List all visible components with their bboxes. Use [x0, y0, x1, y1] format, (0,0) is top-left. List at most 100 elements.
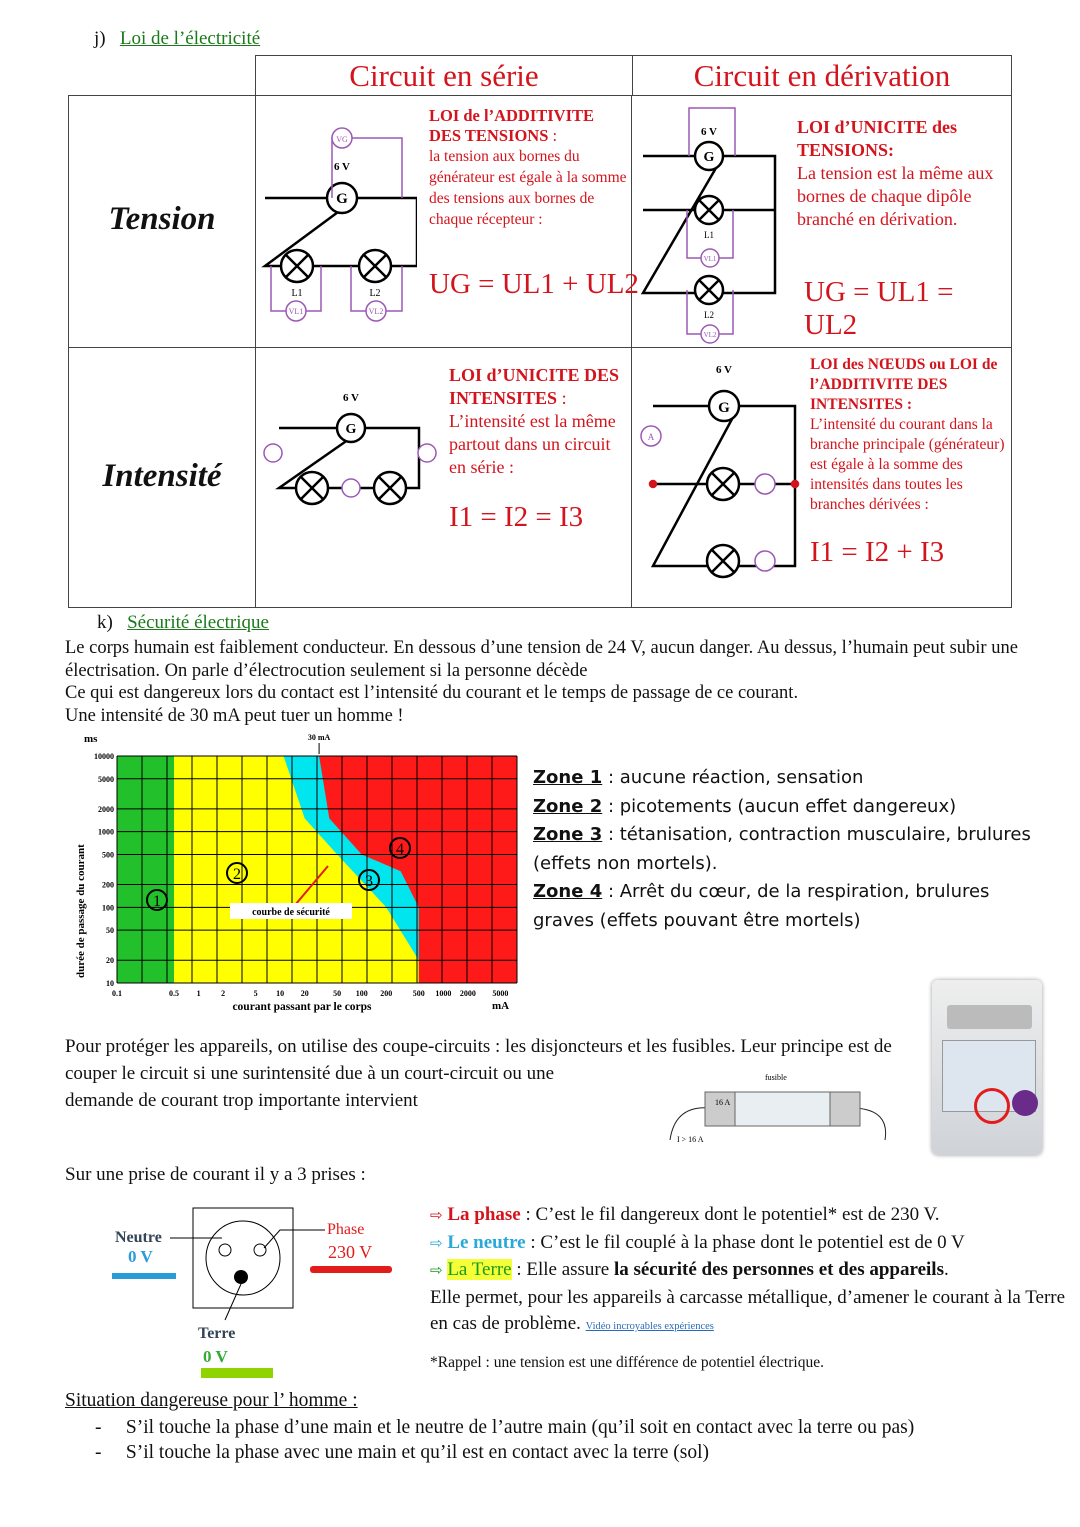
zone-item: Zone 4 : Arrêt du cœur, de la respiratio…	[533, 878, 1053, 935]
annotation-30ma: 30 mA	[308, 733, 331, 742]
col-header-derivation: Circuit en dérivation	[693, 58, 951, 93]
section-letter: j)	[94, 28, 106, 49]
curve-label-box	[230, 903, 352, 919]
fuse-image: 16 A fusible I > 16 A	[669, 1073, 887, 1144]
x-tick-label: 200	[380, 989, 392, 998]
label: A	[648, 432, 655, 442]
law-title: LOI de l’ADDITIVITE DES TENSIONS	[429, 106, 595, 145]
x-tick-label: 1	[197, 989, 201, 998]
voltmeter-icon	[285, 300, 307, 322]
formula-serie-intensite: I1 = I2 = I3	[449, 501, 584, 533]
zone-desc: : aucune réaction, sensation	[602, 767, 864, 788]
phase-label: Phase	[327, 1221, 364, 1238]
x-tick-label: 0.5	[169, 989, 179, 998]
circuit-derivation-intensite: G 6 V A	[640, 364, 800, 579]
colon: :	[557, 388, 567, 408]
voltmeter-icon	[700, 248, 720, 268]
wire-after: .	[943, 1259, 949, 1280]
wires-section: ⇨ La phase : C’est le fil dangereux dont…	[430, 1202, 1075, 1373]
fuse-current: I > 16 A	[677, 1135, 704, 1144]
danger-item: - S’il touche la phase d’une main et le …	[95, 1417, 915, 1438]
circuit-serie-tension: G 6 V VG L1 L2 VL1 VL2	[261, 127, 417, 322]
law-unicite-tensions: LOI d’UNICITE des TENSIONS: La tension es…	[797, 116, 1007, 231]
zone-4-area	[319, 756, 517, 983]
zone-name: Zone 1	[533, 767, 603, 788]
voltmeter-label: VL2	[369, 307, 384, 316]
zone-marker	[146, 889, 168, 911]
earth-label: Terre	[198, 1325, 235, 1342]
danger-title: Situation dangereuse pour l’ homme :	[65, 1390, 358, 1411]
wire-name: La Terre	[447, 1259, 512, 1280]
wire-text: : Elle assure	[511, 1259, 614, 1280]
row-label-tension: Tension	[108, 201, 216, 237]
zone-item: Zone 2 : picotements (aucun effet danger…	[533, 793, 1053, 822]
zone-name: Zone 4	[533, 881, 603, 902]
danger-item-text: S’il touche la phase avec une main et qu…	[125, 1442, 709, 1463]
circuit-derivation-tension: G 6 V L1 L2 VL1 VL2	[640, 107, 777, 344]
law-title: LOI des NŒUDS ou LOI de l’ADDITIVITE DES…	[810, 356, 998, 413]
danger-item: - S’il touche la phase avec une main et …	[95, 1442, 709, 1463]
law-noeuds: LOI des NŒUDS ou LOI de l’ADDITIVITE DES…	[810, 355, 1010, 515]
neutral-label: Neutre	[115, 1229, 162, 1246]
y-tick-label: 50	[106, 926, 114, 935]
zone-name: Zone 2	[533, 795, 603, 817]
y-tick-label: 10	[106, 979, 114, 988]
fuse-rating: 16 A	[715, 1098, 731, 1107]
x-axis-label: courant passant par le corps	[232, 1001, 372, 1013]
label: VG	[336, 135, 348, 144]
voltmeter-label: VL2	[704, 331, 717, 339]
label: 6 V	[343, 392, 359, 404]
x-tick-label: 100	[356, 989, 368, 998]
law-additivite-tensions: LOI de l’ADDITIVITE DES TENSIONS : la ten…	[429, 106, 629, 230]
voltmeter-icon	[365, 300, 387, 322]
zone-marker-label: 4	[396, 841, 404, 858]
rappel-note: *Rappel : une tension est une différence…	[430, 1353, 824, 1371]
danger-chart: 10 20 50 100 200 500 1000 2000 5000 10000 0.1 0.5 1 2…	[75, 733, 518, 1013]
y-tick-label: 10000	[94, 752, 114, 761]
socket-intro: Sur une prise de courant il y a 3 prises…	[65, 1164, 366, 1185]
y-axis-label: durée de passage du courant	[75, 844, 87, 978]
x-tick-label: 5	[254, 989, 258, 998]
video-link[interactable]: Vidéo incroyables expériences	[585, 1321, 714, 1332]
x-tick-label: 1000	[435, 989, 451, 998]
colon: :	[548, 126, 558, 145]
section-title: Sécurité électrique	[127, 612, 269, 633]
x-tick-label: 10	[276, 989, 284, 998]
wire-bold: la sécurité des personnes et des apparei…	[613, 1259, 944, 1280]
wire-item: ⇨ Le neutre : C’est le fil couplé à la p…	[430, 1230, 1075, 1258]
zone-marker	[389, 837, 411, 859]
y-tick-label: 200	[102, 881, 114, 890]
fuse-label: fusible	[765, 1073, 787, 1082]
phase-voltage: 230 V	[328, 1242, 372, 1262]
y-unit: ms	[84, 733, 98, 745]
wire-name: La phase	[447, 1204, 521, 1225]
generator-icon	[325, 181, 359, 215]
label: L2	[369, 288, 380, 299]
paragraph: Ce qui est dangereux lors du contact est…	[65, 683, 799, 703]
section-title: Loi de l’électricité	[119, 28, 261, 49]
row-label-intensite: Intensité	[102, 458, 222, 494]
col-header-serie: Circuit en série	[256, 56, 633, 96]
x-tick-label: 0.1	[112, 989, 122, 998]
label: G	[718, 400, 730, 416]
circuit-breaker-image	[932, 980, 1042, 1155]
law-title: LOI d’UNICITE des TENSIONS:	[797, 117, 958, 160]
zone-marker-label: 1	[153, 893, 161, 910]
arrow-icon: ⇨	[430, 1208, 443, 1224]
zone-item: Zone 3 : tétanisation, contraction muscu…	[533, 821, 1053, 878]
x-tick-label: 50	[333, 989, 341, 998]
law-unicite-intensites: LOI d’UNICITE DES INTENSITES : L’intensit…	[449, 364, 629, 479]
x-tick-label: 500	[413, 989, 425, 998]
label: 6 V	[701, 126, 717, 138]
y-tick-label: 20	[106, 956, 114, 965]
section-k-heading: k) Sécurité électrique	[97, 612, 269, 634]
y-tick-label: 1000	[98, 828, 114, 837]
x-tick-label: 2000	[460, 989, 476, 998]
zone-marker-label: 2	[233, 866, 241, 883]
wire-name: Le neutre	[447, 1231, 526, 1253]
wire-item: ⇨ La Terre : Elle assure la sécurité des…	[430, 1257, 1075, 1285]
zone-name: Zone 3	[533, 824, 603, 845]
zone-item: Zone 1 : aucune réaction, sensation	[533, 764, 1053, 793]
x-tick-label: 20	[301, 989, 309, 998]
formula-deriv-intensite: I1 = I2 + I3	[810, 536, 945, 568]
